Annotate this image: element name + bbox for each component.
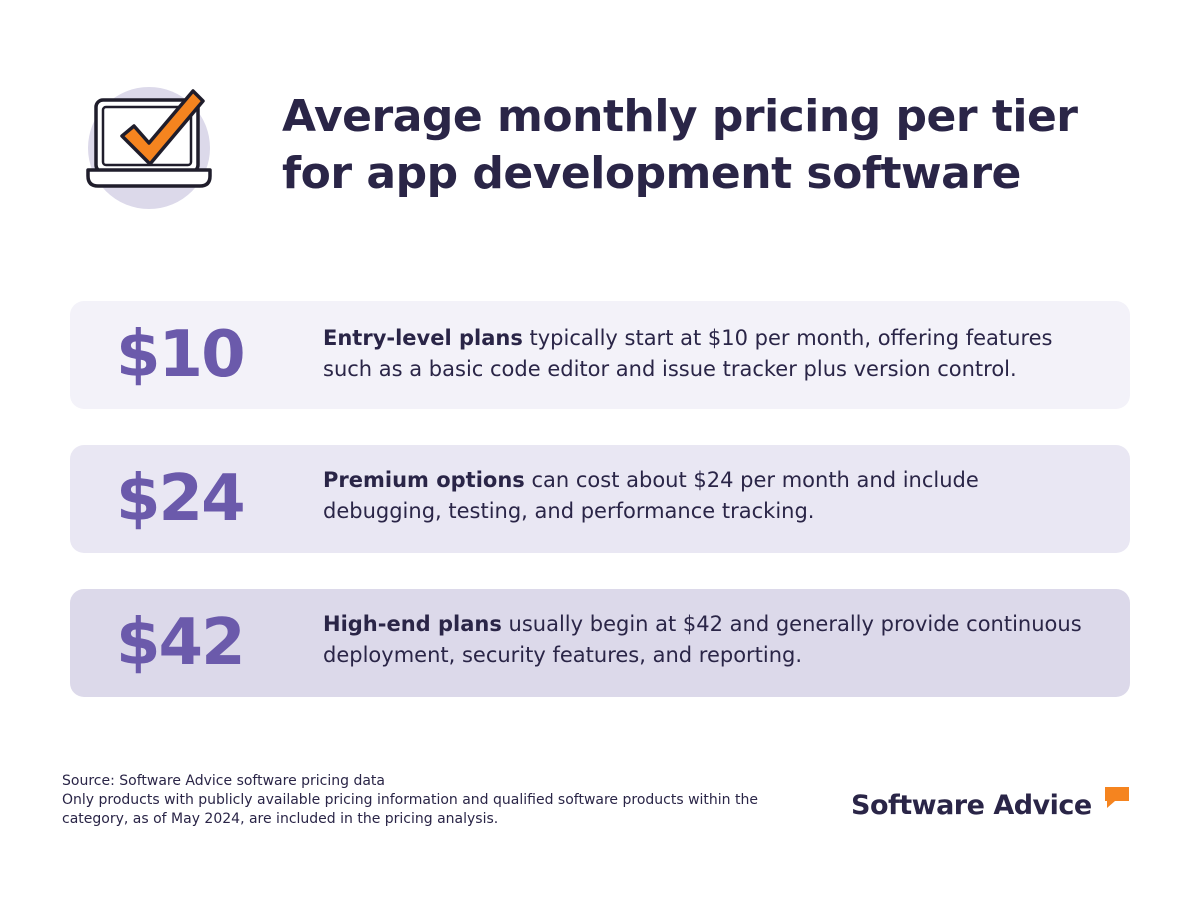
tier-description: Premium options can cost about $24 per m…	[323, 465, 1103, 527]
tier-price: $42	[116, 606, 246, 680]
tier-card-entry: $10 Entry-level plans typically start at…	[70, 301, 1130, 409]
methodology-note: Only products with publicly available pr…	[62, 792, 758, 827]
speech-bubble-icon	[1103, 786, 1131, 812]
tier-price: $24	[116, 462, 246, 536]
page-title: Average monthly pricing per tier for app…	[282, 91, 1078, 199]
logo-text: Software Advice	[851, 790, 1092, 821]
tier-text: can cost about $24 per month and include…	[323, 468, 979, 523]
tier-lead: High-end plans	[323, 612, 502, 636]
tier-price: $10	[116, 318, 246, 392]
tier-card-premium: $24 Premium options can cost about $24 p…	[70, 445, 1130, 553]
tier-card-high-end: $42 High-end plans usually begin at $42 …	[70, 589, 1130, 697]
source-note: Source: Software Advice software pricing…	[62, 772, 822, 829]
tier-lead: Premium options	[323, 468, 525, 492]
tier-text: usually begin at $42 and generally provi…	[323, 612, 1082, 667]
software-advice-logo: Software Advice	[851, 786, 1141, 826]
laptop-checkmark-icon	[82, 84, 218, 212]
tier-text: typically start at $10 per month, offeri…	[323, 326, 1053, 381]
tier-description: High-end plans usually begin at $42 and …	[323, 609, 1103, 671]
tier-description: Entry-level plans typically start at $10…	[323, 323, 1103, 385]
tier-lead: Entry-level plans	[323, 326, 523, 350]
source-line: Source: Software Advice software pricing…	[62, 773, 386, 789]
